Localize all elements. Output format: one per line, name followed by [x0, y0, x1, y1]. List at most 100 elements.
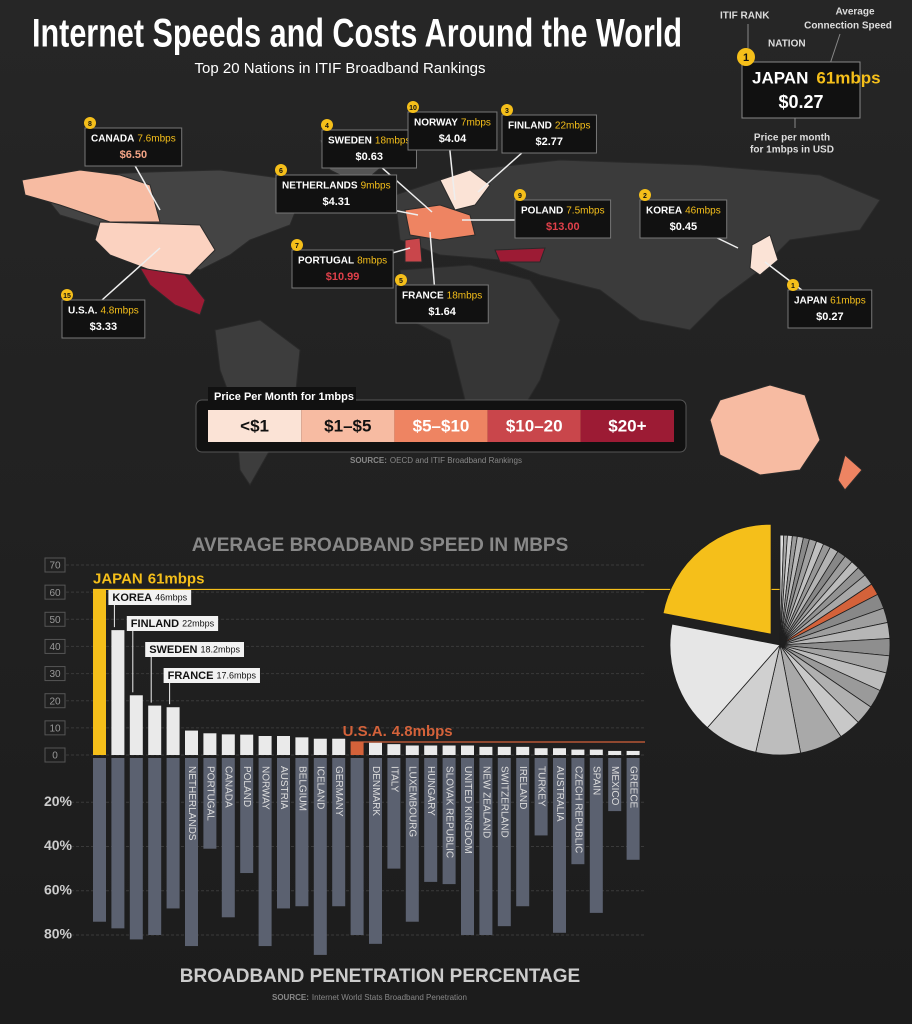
- value-label: 18.2mbps: [200, 644, 240, 654]
- y-tick-label: 40: [49, 642, 61, 653]
- legend-swatch: [487, 410, 581, 442]
- x-tick-label: UNITED KINGDOM: [462, 766, 473, 854]
- callout-rank: 7: [295, 243, 299, 250]
- legend-label: $1–$5: [324, 416, 371, 435]
- value-label: 46mbps: [155, 592, 188, 602]
- callout-box: [639, 199, 728, 239]
- x-tick-label: CZECH REPUBLIC: [572, 766, 583, 853]
- callout-rank-badge: [321, 119, 333, 131]
- callout-speed: 9mbps: [361, 181, 391, 192]
- x-tick-label: IRELAND: [517, 766, 528, 809]
- callout-nation: FINLAND: [508, 121, 552, 132]
- penetration-bar: [589, 758, 603, 913]
- callout-rank-badge: [84, 117, 96, 129]
- legend-swatch: [394, 410, 488, 442]
- y-tick-box: [44, 557, 66, 573]
- chart-source-prefix: SOURCE:: [272, 993, 309, 1002]
- speed-bar: [461, 745, 474, 755]
- callout-nation: U.S.A.: [68, 306, 98, 317]
- callout-rank-badge: [787, 279, 799, 291]
- callout-speed: 4.8mbps: [100, 306, 138, 317]
- speed-bar: [258, 736, 272, 755]
- legend-swatch: [580, 410, 674, 442]
- x-tick-label: DENMARK: [370, 766, 381, 816]
- x-tick-label: NORWAY: [259, 766, 270, 810]
- penetration-bar: [626, 758, 640, 860]
- annotation-box: [126, 616, 219, 631]
- bar-annotation-name: U.S.A.: [343, 723, 387, 740]
- callout-nation: CANADA: [91, 134, 134, 145]
- penetration-bar: [424, 758, 438, 882]
- penetration-chart-title: BROADBAND PENETRATION PERCENTAGE: [180, 966, 580, 987]
- y-tick-label: 70: [49, 561, 61, 572]
- x-tick-label: ITALY: [388, 766, 399, 793]
- speed-bar: [277, 736, 290, 755]
- penetration-bar: [350, 758, 364, 935]
- value-label: 17.6mbps: [216, 670, 256, 680]
- value-label: 22mbps: [182, 618, 215, 628]
- y-tick-label: 20: [49, 696, 61, 707]
- callout-price: $4.04: [439, 133, 467, 145]
- penetration-bar: [553, 758, 566, 933]
- callout-rank: 2: [643, 193, 647, 200]
- chart-source: Internet World Stats Broadband Penetrati…: [312, 993, 467, 1002]
- key-price-label: for 1mbps in USD: [750, 145, 834, 156]
- callout-speed: 7.5mbps: [566, 206, 604, 217]
- key-rank-badge: [737, 48, 755, 66]
- key-speed-label: Connection Speed: [804, 21, 892, 32]
- title: Internet Speeds and Costs Around the Wor…: [32, 12, 682, 56]
- speed-bar: [332, 738, 346, 755]
- callout-price: $1.64: [428, 306, 456, 318]
- callout-nation: SWEDEN: [328, 136, 372, 147]
- value-label: 61mbps: [148, 570, 205, 587]
- speed-bar: [424, 745, 438, 755]
- speed-bar: [369, 742, 382, 755]
- speed-bar: [553, 748, 566, 755]
- x-tick-label: LUXEMBOURG: [407, 766, 418, 837]
- key-speed: 61mbps: [816, 68, 880, 87]
- x-tick-label: SPAIN: [591, 766, 602, 795]
- callout-rank: 3: [505, 108, 509, 115]
- penetration-bar: [185, 758, 198, 947]
- annotation-box: [108, 590, 192, 605]
- callout-nation: NORWAY: [414, 118, 458, 129]
- callout-box: [407, 111, 498, 151]
- penetration-bar: [240, 758, 254, 874]
- callout-rank-badge: [291, 239, 303, 251]
- speed-bar: [240, 734, 254, 755]
- callout-rank-badge: [639, 189, 651, 201]
- legend-label: $20+: [608, 416, 646, 435]
- speed-bar: [148, 705, 162, 755]
- callout-nation: FRANCE: [402, 291, 444, 302]
- x-tick-label: GREECE: [627, 766, 638, 809]
- callout-rank-badge: [514, 189, 526, 201]
- callout-price: $0.27: [816, 311, 844, 323]
- callout-box: [61, 299, 146, 339]
- callout-box: [501, 114, 597, 154]
- callout-nation: KOREA: [646, 206, 682, 217]
- callout-price: $0.45: [670, 221, 698, 233]
- key-nation: JAPAN: [752, 68, 808, 87]
- penetration-bar: [497, 758, 511, 927]
- map-source-prefix: SOURCE:: [350, 456, 387, 465]
- callout-rank: 1: [791, 283, 795, 290]
- callout-speed: 46mbps: [685, 206, 721, 217]
- speed-bar: [534, 748, 548, 755]
- penetration-bar: [129, 758, 143, 940]
- speed-bar: [221, 734, 235, 755]
- australia: [709, 384, 821, 476]
- x-tick-label: SLOVAK REPUBLIC: [443, 766, 454, 858]
- y-tick-label: 80%: [44, 926, 73, 942]
- mexico: [139, 267, 206, 316]
- pie-slice: [669, 623, 781, 729]
- speed-bar: [442, 745, 456, 755]
- callout-speed: 18mbps: [375, 136, 411, 147]
- annotation-box: [163, 668, 260, 683]
- x-tick-label: POLAND: [241, 766, 252, 807]
- callout-price: $4.31: [323, 196, 351, 208]
- x-tick-label: AUSTRALIA: [554, 766, 565, 822]
- callout-price: $3.33: [90, 321, 118, 333]
- speed-bar: [350, 741, 364, 755]
- y-tick-box: [44, 638, 66, 654]
- speed-bar: [589, 749, 603, 755]
